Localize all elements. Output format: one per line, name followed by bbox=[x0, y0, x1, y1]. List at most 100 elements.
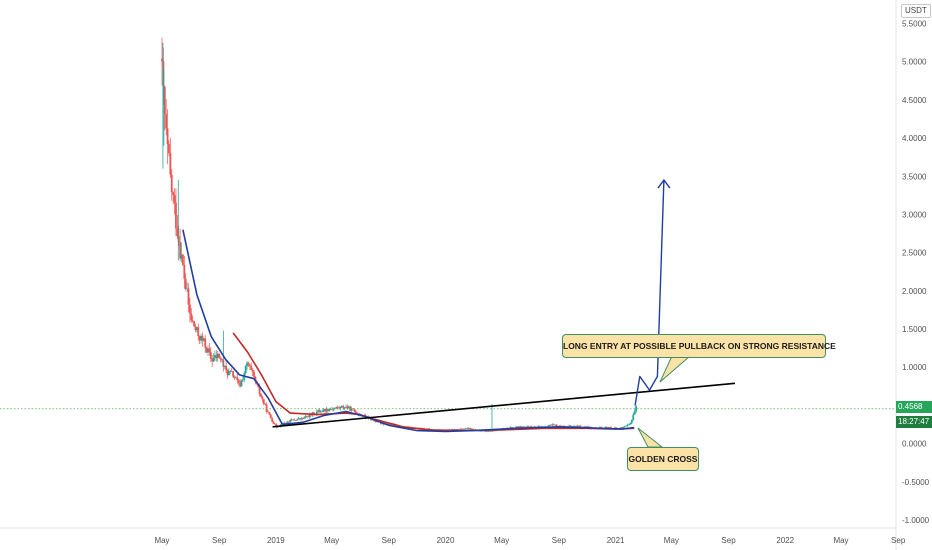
candle bbox=[466, 427, 469, 429]
golden-cross-callout: GOLDEN CROSS bbox=[627, 447, 699, 471]
y-tick-label: 5.0000 bbox=[902, 58, 927, 67]
candle bbox=[170, 174, 173, 192]
candle bbox=[350, 408, 353, 411]
candle bbox=[274, 423, 276, 425]
currency-label[interactable]: USDT bbox=[901, 4, 931, 18]
candle bbox=[306, 416, 308, 417]
candle bbox=[187, 288, 190, 305]
candle bbox=[455, 429, 458, 431]
candle bbox=[550, 424, 552, 426]
candle bbox=[286, 421, 289, 424]
candle bbox=[296, 419, 299, 421]
candle bbox=[261, 396, 264, 400]
candle bbox=[635, 405, 637, 412]
candle bbox=[336, 407, 339, 408]
candle bbox=[215, 354, 218, 359]
candle bbox=[371, 419, 374, 421]
candle bbox=[469, 428, 472, 430]
candle bbox=[304, 416, 307, 418]
y-tick-label: 5.5000 bbox=[902, 20, 927, 29]
candle bbox=[569, 425, 572, 427]
projection-arrow-head bbox=[657, 178, 671, 189]
candle bbox=[234, 377, 237, 379]
x-tick-label: Sep bbox=[891, 536, 906, 545]
candle bbox=[168, 143, 170, 154]
candle bbox=[632, 414, 635, 420]
candle bbox=[325, 408, 328, 412]
x-tick-label: Sep bbox=[721, 536, 736, 545]
candle bbox=[522, 426, 525, 428]
candle bbox=[458, 429, 460, 430]
candle bbox=[289, 419, 292, 423]
candle bbox=[456, 429, 459, 430]
candle bbox=[551, 424, 554, 426]
candle bbox=[487, 431, 490, 433]
candle bbox=[228, 371, 230, 376]
candle bbox=[518, 426, 520, 429]
y-tick-label: 3.0000 bbox=[902, 210, 927, 219]
candle bbox=[207, 348, 209, 353]
long-entry-callout: LONG ENTRY AT POSSIBLE PULLBACK ON STRON… bbox=[562, 334, 836, 358]
overlays bbox=[0, 178, 896, 448]
candle bbox=[354, 411, 357, 414]
candle bbox=[219, 357, 222, 359]
candle bbox=[554, 424, 557, 426]
candle bbox=[240, 380, 243, 387]
fast-moving-average bbox=[182, 229, 635, 433]
candle bbox=[340, 406, 343, 407]
candle bbox=[353, 409, 356, 412]
candle bbox=[470, 428, 473, 430]
candle bbox=[607, 427, 610, 428]
x-tick-label: May bbox=[494, 536, 509, 545]
y-tick-label: 0.0000 bbox=[902, 440, 927, 449]
candle bbox=[191, 320, 194, 322]
candle bbox=[218, 353, 221, 358]
candle bbox=[211, 358, 214, 362]
candle bbox=[292, 419, 294, 421]
candle bbox=[175, 202, 177, 229]
candle bbox=[485, 430, 488, 432]
candle bbox=[346, 406, 349, 409]
y-tick-label: 2.5000 bbox=[902, 249, 927, 258]
candle bbox=[169, 153, 172, 175]
candle bbox=[250, 366, 253, 370]
candle bbox=[320, 411, 322, 413]
candle bbox=[587, 426, 590, 428]
candle bbox=[267, 411, 269, 413]
candle bbox=[524, 426, 527, 428]
candle bbox=[327, 408, 329, 412]
candle bbox=[453, 429, 456, 431]
candle bbox=[460, 429, 463, 430]
x-tick-label: May bbox=[154, 536, 169, 545]
candle bbox=[333, 408, 336, 409]
candle bbox=[331, 409, 333, 410]
candle bbox=[529, 426, 531, 428]
x-tick-label: Sep bbox=[552, 536, 567, 545]
y-tick-label: 1.5000 bbox=[902, 325, 927, 334]
candle bbox=[579, 425, 582, 427]
long-entry-callout-pointer bbox=[659, 355, 692, 383]
candle bbox=[462, 429, 465, 430]
candle bbox=[225, 365, 228, 371]
candle bbox=[614, 427, 617, 429]
candle bbox=[193, 321, 195, 327]
candle bbox=[247, 362, 250, 365]
candle bbox=[605, 427, 608, 428]
candle bbox=[622, 426, 625, 429]
candle bbox=[226, 370, 229, 376]
candle bbox=[297, 418, 300, 420]
x-tick-label: May bbox=[664, 536, 679, 545]
candle bbox=[526, 426, 529, 428]
y-tick-label: -0.5000 bbox=[902, 478, 930, 487]
candle bbox=[552, 424, 555, 426]
candle bbox=[176, 228, 179, 237]
candle bbox=[621, 427, 624, 429]
candle bbox=[527, 426, 530, 428]
candle bbox=[575, 425, 577, 427]
candle bbox=[629, 422, 632, 425]
candle bbox=[184, 278, 187, 289]
candle bbox=[317, 410, 320, 412]
candle bbox=[313, 412, 315, 415]
candle bbox=[293, 419, 296, 421]
